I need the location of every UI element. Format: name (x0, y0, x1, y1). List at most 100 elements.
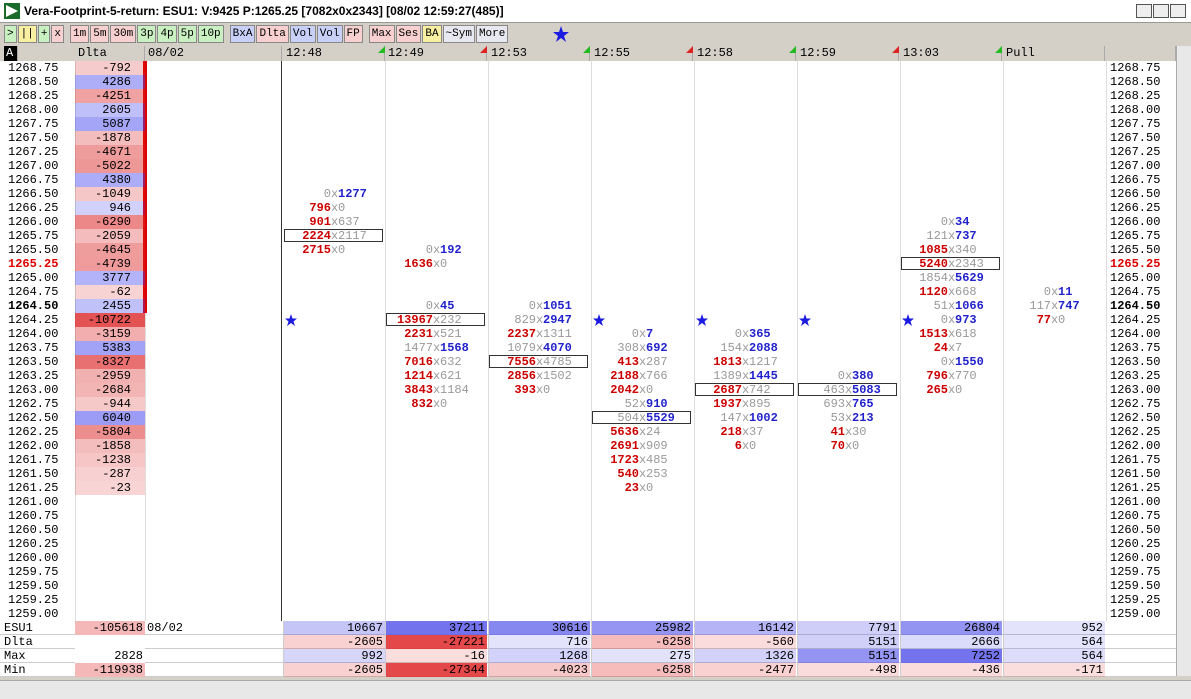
bar-marker (593, 314, 605, 326)
column-separator (1003, 61, 1004, 621)
price-label: 1266.75 (1110, 173, 1161, 187)
summary-label: ESU1 (4, 621, 33, 635)
price-label: 1268.00 (1110, 103, 1161, 117)
cell-separator: x (639, 411, 647, 425)
column-separator (900, 61, 901, 621)
summary-value: 2666 (900, 635, 1002, 649)
bid-volume: 413 (617, 355, 639, 369)
bid-volume: 41 (830, 425, 845, 439)
toolbar-button[interactable]: Ses (395, 25, 422, 43)
price-label: 1264.50 (8, 299, 59, 313)
bid-volume: 51 (933, 299, 948, 313)
cell-separator: x (433, 341, 441, 355)
ask-volume: 0 (749, 439, 757, 453)
toolbar-button[interactable]: Dlta (256, 25, 289, 43)
ask-volume: 5083 (852, 383, 881, 397)
toolbar-button[interactable]: 10p (197, 25, 224, 43)
toolbar-button[interactable]: Vol (289, 25, 316, 43)
bid-volume: 117 (1029, 299, 1051, 313)
bid-volume: 0 (425, 299, 433, 313)
delta-cell: -23 (75, 481, 145, 495)
toolbar-button[interactable]: 4p (157, 25, 177, 43)
minimize-button[interactable] (1136, 4, 1152, 18)
delta-cell: 5383 (75, 341, 145, 355)
toolbar-button[interactable]: Vol (316, 25, 343, 43)
bar-flag (686, 46, 693, 53)
price-label: 1268.25 (8, 89, 59, 103)
ask-volume: 34 (955, 215, 970, 229)
cell-separator: x (536, 355, 544, 369)
vertical-scrollbar[interactable] (1176, 46, 1191, 676)
ask-volume: 213 (852, 411, 874, 425)
bid-volume: 2042 (610, 383, 639, 397)
toolbar-button[interactable]: > (4, 25, 17, 43)
cell-separator: x (639, 481, 647, 495)
bid-volume: 23 (624, 481, 639, 495)
bid-volume: 53 (830, 411, 845, 425)
ask-volume: 192 (440, 243, 462, 257)
cell-separator: x (948, 369, 956, 383)
toolbar-button[interactable]: 5p (177, 25, 197, 43)
summary-value: -6258 (591, 635, 693, 649)
ask-volume: 909 (646, 439, 668, 453)
price-label: 1261.75 (1110, 453, 1161, 467)
symbol-star-button[interactable] (552, 25, 570, 43)
delta-cell: -2959 (75, 369, 145, 383)
column-separator (281, 61, 282, 621)
toolbar-button[interactable]: FP (343, 25, 363, 43)
cell-separator: x (845, 439, 853, 453)
ask-volume: 0 (1058, 313, 1066, 327)
price-label: 1267.50 (1110, 131, 1161, 145)
delta-cell: -2059 (75, 229, 145, 243)
price-label: 1259.50 (8, 579, 59, 593)
horizontal-scrollbar[interactable] (0, 680, 1191, 699)
cell-separator: x (433, 257, 441, 271)
toolbar-button[interactable]: More (475, 25, 509, 43)
maximize-button[interactable] (1153, 4, 1169, 18)
cell-separator: x (331, 201, 339, 215)
header-spacer (1106, 46, 1176, 61)
bid-volume: 7016 (404, 355, 433, 369)
toolbar-button[interactable]: BxA (229, 25, 256, 43)
price-label: 1260.50 (1110, 523, 1161, 537)
summary-value: -4023 (488, 663, 590, 677)
toolbar-button[interactable]: x (51, 25, 65, 43)
price-label: 1268.00 (8, 103, 59, 117)
bid-volume: 3843 (404, 383, 433, 397)
toolbar-button[interactable]: + (37, 25, 51, 43)
cell-separator: x (742, 397, 750, 411)
delta-cell: -4645 (75, 243, 145, 257)
bid-volume: 7556 (507, 355, 536, 369)
toolbar-button[interactable]: 3p (137, 25, 157, 43)
toolbar-button[interactable]: 1m (70, 25, 90, 43)
delta-cell: -1238 (75, 453, 145, 467)
bid-volume: 1079 (507, 341, 536, 355)
summary-value: -6258 (591, 663, 693, 677)
toolbar-button[interactable]: || (17, 25, 37, 43)
price-label: 1266.75 (8, 173, 59, 187)
delta-cell: 4380 (75, 173, 145, 187)
cell-separator: x (536, 369, 544, 383)
price-label: 1267.25 (8, 145, 59, 159)
summary-value: -171 (1003, 663, 1105, 677)
bid-volume: 1636 (404, 257, 433, 271)
toolbar-button[interactable]: BA (422, 25, 442, 43)
time-header: Pull (1003, 46, 1105, 61)
price-label: 1262.75 (1110, 397, 1161, 411)
bid-volume: 0 (940, 313, 948, 327)
column-separator (488, 61, 489, 621)
close-button[interactable] (1170, 4, 1186, 18)
bid-volume: 2231 (404, 327, 433, 341)
column-separator (591, 61, 592, 621)
ask-volume: 2088 (749, 341, 778, 355)
price-label: 1265.25 (8, 257, 59, 271)
toolbar-button[interactable]: 30m (110, 25, 137, 43)
bar-marker (696, 314, 708, 326)
bid-volume: 1214 (404, 369, 433, 383)
ask-volume: 2343 (955, 257, 984, 271)
toolbar-button[interactable]: 5m (90, 25, 110, 43)
price-label: 1263.00 (8, 383, 59, 397)
toolbar-button[interactable]: Max (368, 25, 395, 43)
toolbar-button[interactable]: ~Sym (442, 25, 475, 43)
ask-volume: 973 (955, 313, 977, 327)
